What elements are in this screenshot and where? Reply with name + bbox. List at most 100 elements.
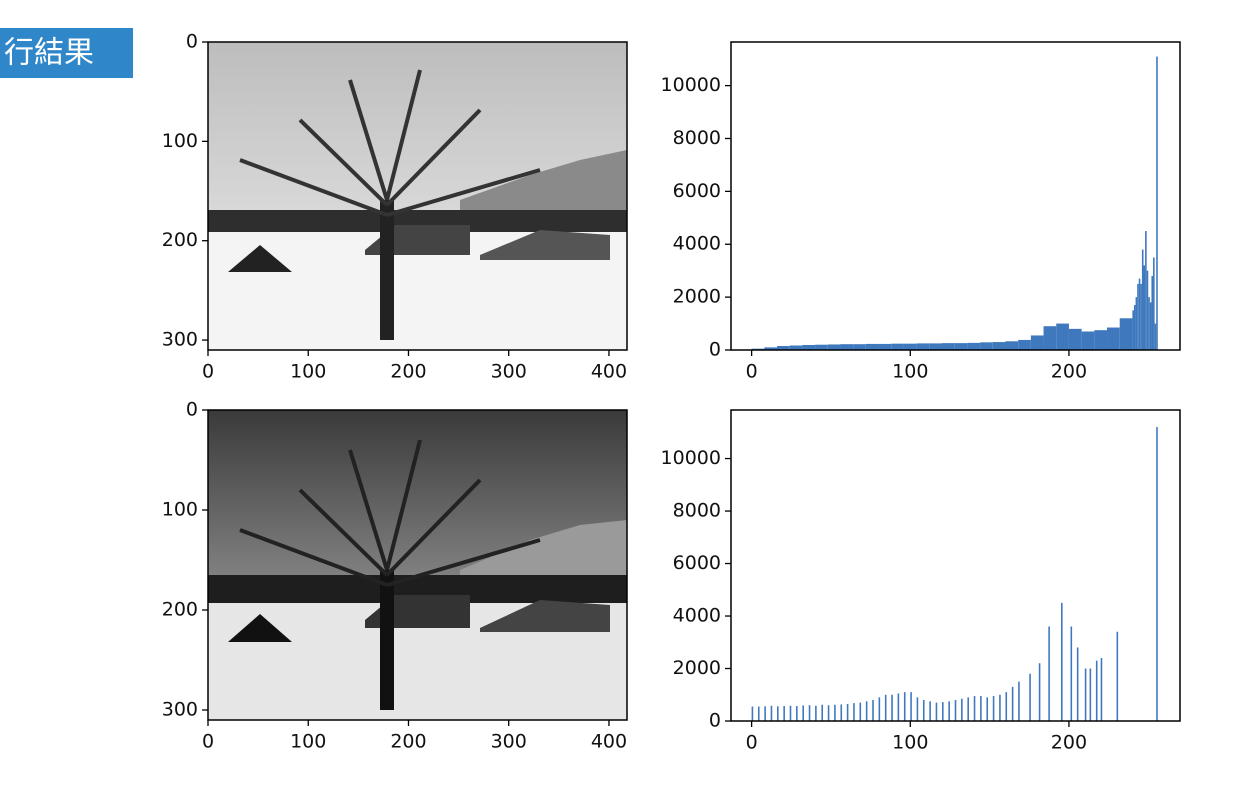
bar (757, 706, 760, 721)
bar (897, 693, 900, 721)
bar (796, 706, 798, 721)
bar (948, 701, 950, 721)
bar (1132, 310, 1134, 350)
bar (1011, 686, 1014, 721)
bar (1018, 681, 1020, 721)
photo (208, 410, 627, 720)
bar (903, 343, 917, 350)
bar (1076, 647, 1079, 721)
bar (770, 705, 773, 721)
bar (980, 342, 993, 350)
bar (1070, 626, 1073, 721)
bar (789, 705, 792, 721)
bar (1153, 257, 1155, 350)
bar (802, 344, 816, 350)
bar (1005, 341, 1019, 350)
bar (1084, 668, 1087, 721)
y-tick-label: 8000 (673, 127, 721, 149)
bar (777, 346, 790, 350)
bar (973, 696, 976, 721)
bar (751, 706, 754, 721)
bar (1119, 318, 1133, 350)
y-tick-label: 2000 (673, 657, 721, 679)
bar (878, 697, 881, 721)
x-tick-label: 0 (202, 731, 214, 753)
y-tick-label: 6000 (673, 552, 721, 574)
x-tick-label: 400 (591, 361, 627, 383)
x-tick-label: 0 (202, 361, 214, 383)
bar (1043, 326, 1057, 350)
bar (865, 343, 879, 350)
bar (942, 702, 944, 721)
bar (872, 700, 874, 721)
bar (916, 343, 930, 350)
x-tick-label: 300 (491, 361, 527, 383)
bar (1038, 663, 1041, 721)
axes-frame (207, 409, 628, 721)
x-tick-label: 100 (290, 361, 326, 383)
bar (834, 704, 836, 721)
bar (1138, 278, 1141, 350)
bar (954, 700, 957, 721)
bar (1146, 270, 1149, 350)
bar (986, 697, 989, 721)
bar (777, 706, 779, 721)
bar (1151, 275, 1154, 350)
bar (840, 704, 843, 721)
bar (929, 343, 943, 350)
bar (1094, 330, 1108, 350)
bar (815, 344, 828, 350)
y-tick-label: 300 (162, 699, 198, 721)
y-tick-label: 0 (186, 31, 198, 53)
x-tick-label: 400 (591, 731, 627, 753)
bar (853, 703, 855, 721)
bar (967, 697, 969, 721)
bar (764, 706, 766, 721)
bar (827, 344, 841, 350)
bar (815, 705, 817, 721)
bar (1116, 631, 1119, 721)
bar (1048, 626, 1050, 721)
bar (1056, 323, 1069, 350)
bar (891, 694, 893, 721)
bar (853, 344, 866, 350)
y-tick-label: 100 (162, 130, 198, 152)
bar (967, 342, 981, 350)
bar (935, 702, 938, 721)
bar (1100, 658, 1103, 721)
x-tick-label: 0 (746, 361, 758, 383)
bar (865, 701, 868, 721)
bar (1018, 339, 1031, 350)
bar (942, 343, 955, 350)
x-tick-label: 100 (892, 732, 928, 754)
axes-frame (207, 41, 628, 351)
y-tick-label: 8000 (673, 500, 721, 522)
bar (1156, 56, 1158, 350)
bar (891, 343, 904, 350)
bar (808, 705, 811, 721)
bar (1107, 327, 1120, 350)
bar (1030, 335, 1044, 350)
y-tick-label: 0 (186, 399, 198, 421)
y-tick-label: 10000 (661, 447, 721, 469)
bar (1141, 249, 1144, 350)
photo (208, 42, 627, 350)
bar (992, 342, 1006, 350)
x-tick-label: 300 (491, 731, 527, 753)
bar (1137, 283, 1139, 350)
x-tick-label: 200 (1051, 732, 1087, 754)
bar (1095, 660, 1098, 721)
bar (1133, 305, 1136, 350)
y-tick-label: 0 (709, 710, 721, 732)
bar (878, 343, 892, 350)
label-box (0, 28, 133, 78)
y-tick-label: 200 (162, 599, 198, 621)
bar (884, 694, 887, 721)
bar (1154, 323, 1157, 350)
bar (1135, 297, 1138, 350)
bar (846, 703, 849, 721)
x-tick-label: 200 (1051, 361, 1087, 383)
bar (1068, 328, 1082, 350)
bar (1029, 673, 1031, 721)
